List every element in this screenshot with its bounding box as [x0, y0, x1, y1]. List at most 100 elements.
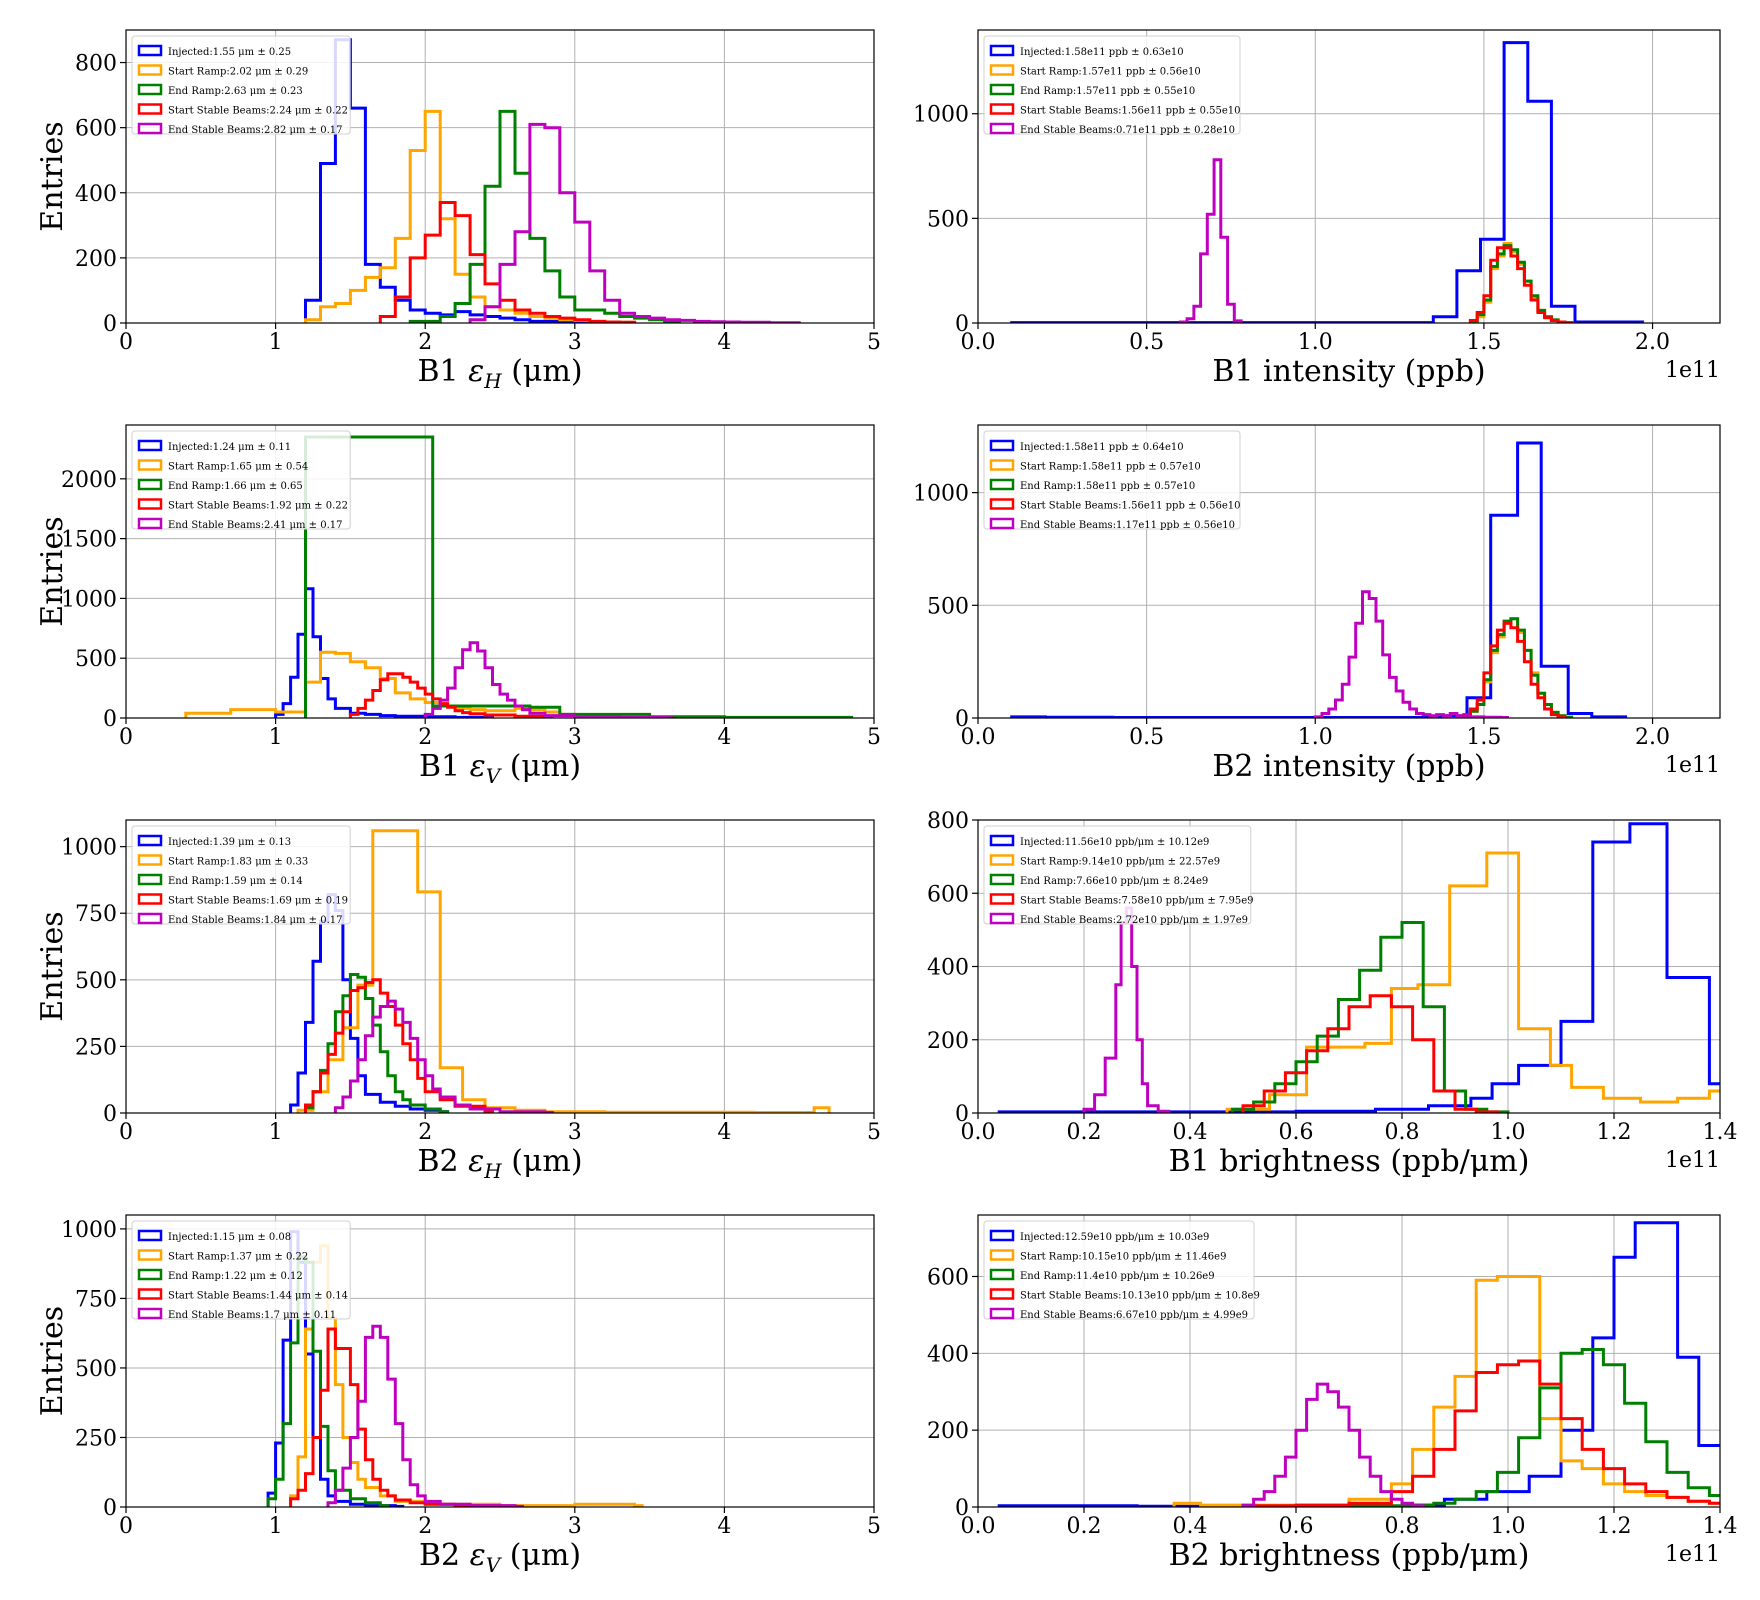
legend-swatch-end-stable-beams [989, 517, 1015, 530]
series-start-stable-beams-histogram [289, 1327, 509, 1507]
legend-entry-end-stable-beams: End Stable Beams:2.72e10 ppb/μm ± 1.97e9 [1020, 915, 1248, 926]
y-tick-label: 1000 [913, 103, 969, 128]
series-start-stable-beams-histogram [1468, 246, 1574, 323]
x-tick-label: 1 [269, 725, 283, 750]
legend: Injected:11.56e10 ppb/μm ± 10.12e9 Start … [983, 825, 1253, 926]
series-start-ramp-histogram [296, 829, 831, 1113]
legend-entry-start-stable-beams: Start Stable Beams:1.69 μm ± 0.19 [168, 896, 348, 907]
legend-entry-injected: Injected:1.24 μm ± 0.11 [168, 442, 291, 453]
legend-entry-injected: Injected:1.58e11 ppb ± 0.64e10 [1020, 442, 1184, 453]
x-axis-label: B2 intensity (ppb) [1212, 749, 1485, 784]
x-tick-label: 0 [119, 1514, 133, 1539]
legend-entry-injected: Injected:1.58e11 ppb ± 0.63e10 [1020, 47, 1184, 58]
x-tick-label: 3 [568, 1120, 582, 1145]
x-tick-label: 5 [867, 725, 881, 750]
series-end-ramp-histogram [304, 435, 854, 718]
legend: Injected:1.39 μm ± 0.13 Start Ramp:1.83 μ… [131, 825, 351, 926]
plot-frame [125, 819, 875, 1114]
panel-b2-eh: 0 1 2 3 4 5 0 250 500 750 1000 B2 εH (μm) Entries Inj… [35, 819, 881, 1183]
legend-entry-start-ramp: Start Ramp:1.57e11 ppb ± 0.56e10 [1020, 67, 1201, 78]
y-tick-label: 0 [955, 1102, 969, 1127]
legend-box [131, 825, 351, 925]
y-tick-label: 200 [927, 1419, 969, 1444]
series-end-stable-beams-histogram [326, 1324, 524, 1507]
y-tick-label: 250 [75, 1035, 117, 1060]
x-tick-label: 1 [269, 1514, 283, 1539]
legend-entry-end-stable-beams: End Stable Beams:1.84 μm ± 0.17 [168, 915, 343, 926]
x-tick-label: 0.5 [1129, 330, 1164, 355]
x-tick-label: 0 [119, 725, 133, 750]
legend: Injected:1.58e11 ppb ± 0.64e10 Start Ramp… [983, 430, 1241, 531]
legend-swatch-injected [137, 44, 163, 57]
legend-entry-start-stable-beams: Start Stable Beams:2.24 μm ± 0.22 [168, 106, 348, 117]
x-tick-label: 5 [867, 1514, 881, 1539]
x-tick-label: 3 [568, 1514, 582, 1539]
legend-entry-end-ramp: End Ramp:1.58e11 ppb ± 0.57e10 [1020, 481, 1195, 492]
x-axis-label: B2 εV (μm) [419, 1538, 581, 1577]
legend-swatch-start-stable-beams [137, 103, 163, 115]
y-tick-label: 800 [75, 52, 117, 77]
legend-swatch-end-stable-beams [989, 1307, 1015, 1320]
series-start-stable-beams-histogram [378, 201, 637, 323]
legend-entry-start-stable-beams: Start Stable Beams:10.13e10 ppb/μm ± 10.… [1020, 1291, 1260, 1302]
legend-swatch-start-ramp [137, 459, 163, 471]
x-tick-label: 0.2 [1067, 1514, 1102, 1539]
legend-swatch-end-ramp [137, 83, 163, 96]
x-tick-label: 2 [418, 330, 432, 355]
legend: Injected:1.58e11 ppb ± 0.63e10 Start Ramp… [983, 35, 1241, 136]
series-end-ramp-histogram [266, 1255, 390, 1507]
x-tick-label: 4 [717, 1514, 731, 1539]
legend-swatch-end-stable-beams [137, 912, 163, 925]
series-start-stable-beams-histogram [348, 672, 554, 718]
y-tick-label: 800 [927, 809, 969, 834]
legend-swatch-end-stable-beams [137, 517, 163, 530]
series-group [184, 435, 854, 718]
series-end-stable-beams-histogram [1241, 1382, 1425, 1507]
y-tick-label: 250 [75, 1426, 117, 1451]
x-offset-label: 1e11 [1665, 1542, 1720, 1567]
legend-swatch-start-ramp [137, 1249, 163, 1261]
legend-entry-injected: Injected:1.39 μm ± 0.13 [168, 837, 291, 848]
legend-entry-start-ramp: Start Ramp:1.65 μm ± 0.54 [168, 462, 308, 473]
legend-swatch-start-stable-beams [989, 498, 1015, 510]
legend-swatch-end-ramp [989, 83, 1015, 96]
panel-b2-intensity: 0.0 0.5 1.0 1.5 2.0 0 500 1000 B2 intensity (ppb… [913, 424, 1721, 784]
x-tick-label: 0 [119, 330, 133, 355]
legend-entry-end-ramp: End Ramp:11.4e10 ppb/μm ± 10.26e9 [1020, 1271, 1215, 1282]
x-axis-label: B2 εH (μm) [417, 1144, 582, 1183]
legend-box [131, 1220, 351, 1320]
x-tick-label: 1.2 [1597, 1514, 1632, 1539]
x-tick-label: 2 [418, 1514, 432, 1539]
plot-frame [977, 1214, 1721, 1508]
plot-frame [977, 424, 1721, 719]
y-tick-label: 0 [955, 1496, 969, 1521]
legend-entry-injected: Injected:1.15 μm ± 0.08 [168, 1232, 291, 1243]
x-axis-label: B1 brightness (ppb/μm) [1169, 1144, 1530, 1179]
panel-b1-ev: 0 1 2 3 4 5 0 500 1000 1500 2000 B1 εV (μm) Entries I… [35, 424, 881, 788]
legend-swatch-start-stable-beams [989, 103, 1015, 115]
x-tick-label: 0.0 [961, 330, 996, 355]
legend-swatch-start-ramp [137, 854, 163, 866]
x-tick-label: 1.0 [1491, 1120, 1526, 1145]
panel-b1-eh: 0 1 2 3 4 5 0 200 400 600 800 B1 εH (μm) Entries Inje… [35, 29, 881, 393]
x-tick-label: 5 [867, 1120, 881, 1145]
x-tick-label: 4 [717, 725, 731, 750]
series-start-ramp-histogram [1468, 242, 1574, 323]
legend-entry-end-stable-beams: End Stable Beams:2.82 μm ± 0.17 [168, 125, 343, 136]
y-tick-label: 400 [927, 1342, 969, 1367]
legend-entry-end-stable-beams: End Stable Beams:1.17e11 ppb ± 0.56e10 [1020, 520, 1235, 531]
legend-swatch-injected [989, 1229, 1015, 1242]
legend-entry-injected: Injected:1.55 μm ± 0.25 [168, 47, 291, 58]
x-tick-label: 1.0 [1298, 330, 1333, 355]
x-tick-label: 1.5 [1466, 725, 1501, 750]
x-tick-label: 1.2 [1597, 1120, 1632, 1145]
y-tick-label: 750 [75, 1287, 117, 1312]
legend-entry-end-ramp: End Ramp:1.59 μm ± 0.14 [168, 876, 303, 887]
x-tick-label: 1 [269, 1120, 283, 1145]
legend-swatch-start-ramp [989, 459, 1015, 471]
panel-b1-intensity: 0.0 0.5 1.0 1.5 2.0 0 500 1000 B1 intensity (ppb… [913, 29, 1721, 389]
series-end-stable-beams-histogram [1082, 906, 1171, 1113]
series-start-ramp-histogram [1172, 1275, 1720, 1507]
legend-entry-end-stable-beams: End Stable Beams:6.67e10 ppb/μm ± 4.99e9 [1020, 1310, 1248, 1321]
